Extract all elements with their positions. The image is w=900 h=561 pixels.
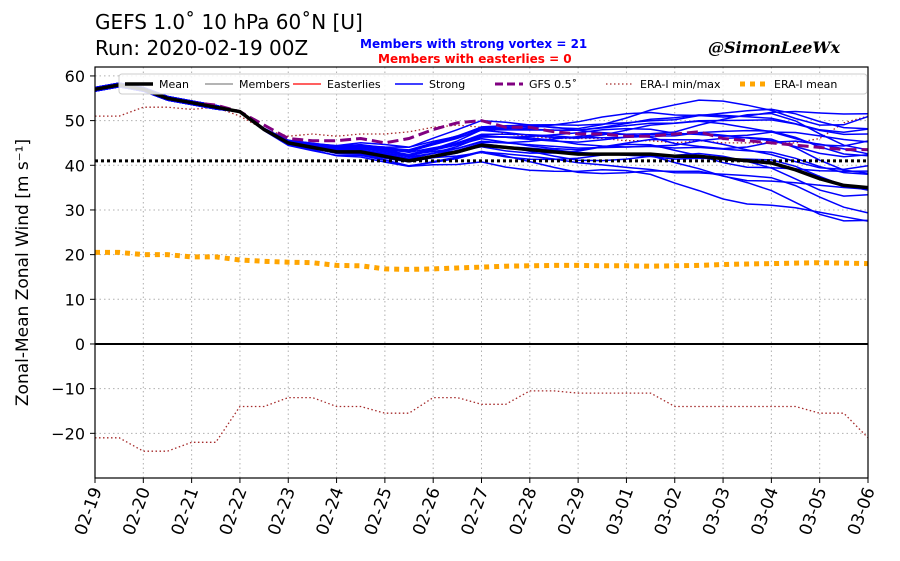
chart-title: GEFS 1.0˚ 10 hPa 60˚N [U] (95, 10, 363, 34)
legend-label: ERA-I min/max (640, 78, 721, 91)
run-label: Run: 2020-02-19 00Z (95, 36, 309, 60)
legend-label: Members (239, 78, 290, 91)
y-tick-label: 40 (65, 156, 85, 175)
x-tick-label: 02-28 (506, 485, 542, 538)
legend-box (118, 73, 868, 95)
x-tick-label: 02-24 (313, 485, 349, 538)
x-tick-label: 02-19 (71, 485, 107, 538)
x-tick-label: 02-22 (216, 485, 252, 538)
y-tick-label: 0 (75, 335, 85, 354)
x-tick-label: 03-02 (651, 485, 687, 538)
legend-label: Mean (159, 78, 189, 91)
x-tick-label: 03-03 (699, 485, 735, 538)
x-tick-label: 03-04 (747, 485, 783, 538)
y-tick-label: 60 (65, 67, 85, 86)
y-tick-label: 50 (65, 112, 85, 131)
y-axis-label: Zonal-Mean Zonal Wind [m s⁻¹] (13, 139, 33, 406)
x-tick-label: 02-25 (361, 485, 397, 538)
x-tick-label: 02-21 (168, 485, 204, 538)
legend-label: ERA-I mean (774, 78, 837, 91)
y-tick-label: −20 (51, 424, 85, 443)
x-tick-label: 02-29 (554, 485, 590, 538)
x-tick-label: 03-05 (796, 485, 832, 538)
y-tick-label: −10 (51, 380, 85, 399)
era-min-line (95, 390, 869, 452)
x-tick-label: 02-23 (264, 485, 300, 538)
legend-label: Easterlies (327, 78, 381, 91)
x-tick-label: 03-06 (844, 485, 880, 538)
strong-vortex-count: Members with strong vortex = 21 (360, 37, 588, 51)
easterlies-count: Members with easterlies = 0 (378, 52, 572, 66)
author-credit: @SimonLeeWx (708, 38, 840, 57)
y-tick-label: 10 (65, 290, 85, 309)
x-tick-label: 02-27 (458, 485, 494, 538)
x-tick-label: 03-01 (602, 485, 638, 538)
legend-label: GFS 0.5˚ (529, 78, 577, 91)
y-tick-label: 30 (65, 201, 85, 220)
x-tick-label: 02-26 (409, 485, 445, 538)
x-tick-label: 02-20 (119, 485, 155, 538)
legend-label: Strong (429, 78, 465, 91)
y-tick-label: 20 (65, 246, 85, 265)
